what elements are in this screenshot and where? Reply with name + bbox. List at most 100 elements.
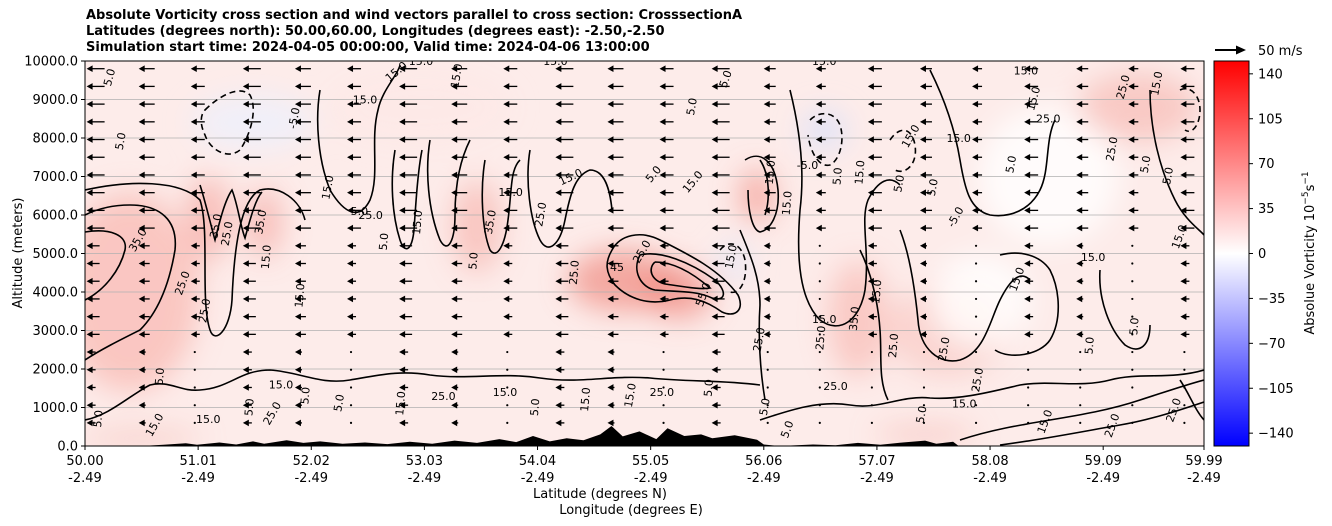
wind-vector-head: [763, 136, 770, 143]
wind-vector-head: [503, 260, 510, 267]
wind-vector-head: [607, 401, 614, 409]
wind-vector-head: [1076, 224, 1083, 232]
contour-label: 15.0: [259, 244, 274, 270]
wind-vector-head: [919, 277, 926, 285]
contour-line: [606, 234, 742, 315]
wind-vector-head: [555, 153, 562, 161]
contour-label: 15.0: [622, 382, 639, 408]
wind-vector-head: [451, 136, 458, 143]
wind-vector-head: [242, 136, 249, 143]
wind-vector-head: [347, 277, 354, 285]
contour-label: 15.0: [1081, 251, 1106, 264]
wind-vector-head: [1180, 331, 1187, 338]
wind-vector: [766, 368, 769, 371]
wind-vector: [1079, 404, 1082, 407]
wind-vector: [1079, 421, 1082, 424]
wind-vector-head: [607, 295, 614, 303]
wind-vector-head: [451, 331, 458, 338]
wind-vector-head: [867, 118, 874, 126]
negative-contour-line: [1179, 88, 1201, 132]
contour-label: 15.0: [498, 186, 523, 199]
wind-vector-head: [763, 189, 770, 196]
wind-vector-head: [763, 171, 770, 179]
x-axis-label-latitude: Latitude (degrees N): [533, 487, 667, 502]
contour-line: [527, 149, 613, 248]
wind-vector-head: [919, 153, 926, 161]
wind-vector-head: [711, 189, 718, 196]
wind-vector: [974, 315, 978, 318]
wind-vector-head: [1024, 207, 1031, 214]
contour-line: [1179, 379, 1204, 421]
wind-vector: [870, 421, 873, 424]
wind-vector-head: [399, 384, 406, 391]
wind-vector-head: [242, 366, 249, 374]
contour-label: 5.0: [331, 393, 347, 412]
wind-vector-head: [711, 295, 718, 303]
terrain-profile: [85, 426, 1204, 446]
wind-vector-head: [607, 171, 614, 179]
wind-vector-head: [86, 277, 93, 285]
wind-vector-head: [399, 331, 406, 338]
wind-vector: [1131, 262, 1134, 265]
wind-vector-head: [86, 260, 93, 267]
wind-vector-head: [555, 313, 562, 320]
quiver-key-label: 50 m/s: [1258, 44, 1303, 59]
wind-vector-head: [451, 260, 458, 267]
wind-vector-head: [138, 401, 145, 409]
wind-vector-head: [242, 118, 249, 126]
wind-vector-head: [711, 313, 718, 320]
wind-vector-head: [347, 65, 354, 72]
wind-vector: [766, 404, 769, 407]
contour-label: 5.0: [1127, 317, 1141, 336]
wind-vector-head: [451, 83, 458, 90]
wind-vector-head: [347, 136, 354, 143]
contour-label: 25.0: [969, 367, 986, 393]
wind-vector-head: [555, 419, 562, 427]
wind-vector: [922, 350, 926, 354]
wind-vector-head: [138, 419, 145, 427]
wind-vector: [193, 404, 196, 407]
wind-vector-head: [919, 313, 926, 320]
wind-vector-head: [972, 153, 979, 161]
wind-vector-head: [451, 242, 458, 250]
wind-vector-head: [1180, 224, 1187, 232]
wind-vector: [349, 404, 353, 407]
negative-contour-line: [807, 112, 843, 166]
wind-vector-head: [919, 65, 926, 72]
y-tick-label: 0.0: [57, 440, 78, 455]
wind-vector: [1027, 368, 1030, 371]
wind-vector: [818, 404, 821, 407]
contour-label: 15.0: [493, 386, 518, 399]
wind-vector-head: [972, 171, 979, 179]
wind-vector-head: [711, 118, 718, 126]
wind-vector: [1131, 297, 1134, 301]
wind-vector-head: [294, 189, 301, 196]
colorbar-gradient: [1214, 61, 1249, 446]
wind-vector-head: [399, 224, 406, 232]
wind-vector-head: [86, 366, 93, 374]
wind-vector-head: [138, 189, 145, 196]
wind-vector-head: [1024, 118, 1031, 126]
contour-line: [789, 89, 901, 327]
x-tick-label-lat: 59.99: [1185, 454, 1222, 469]
wind-vector: [1131, 350, 1134, 354]
wind-vector: [1131, 315, 1134, 318]
wind-vector-head: [1180, 153, 1187, 161]
wind-vector-head: [607, 207, 614, 214]
wind-vector-head: [1128, 100, 1135, 108]
contour-label: 15.0: [812, 313, 837, 326]
wind-vector-head: [1024, 242, 1031, 250]
contour-label: 5.0: [1082, 336, 1096, 355]
wind-vector-head: [294, 242, 301, 250]
wind-vector-head: [711, 331, 718, 338]
wind-vector-head: [1180, 295, 1187, 303]
wind-vector-head: [190, 242, 197, 250]
wind-vector-head: [138, 100, 145, 108]
wind-vector-head: [399, 348, 406, 356]
wind-vector-head: [763, 331, 770, 338]
wind-vector-head: [86, 401, 93, 409]
wind-vector-head: [242, 295, 249, 303]
wind-vector-head: [607, 366, 614, 374]
wind-vector-head: [190, 277, 197, 285]
wind-vector-head: [711, 260, 718, 267]
